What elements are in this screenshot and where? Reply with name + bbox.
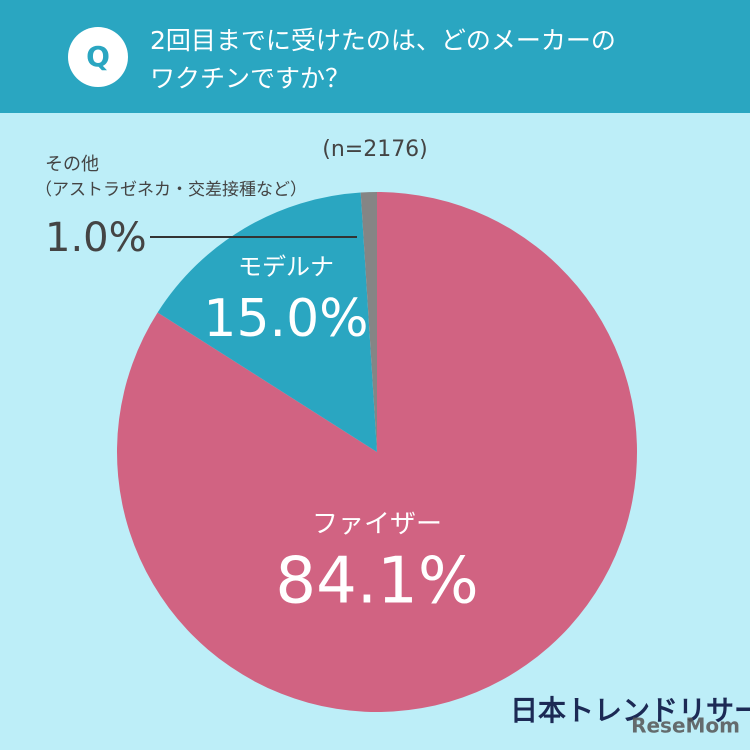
watermark: ReseMom [631, 714, 740, 738]
pie-slice [157, 192, 377, 452]
value-label: 15.0% [203, 289, 368, 349]
labels: ファイザー 84.1% モデルナ 15.0% その他 （アストラゼネカ・交差接種など） 1.… [35, 154, 479, 619]
category-label: モデルナ [238, 253, 334, 281]
source: 日本トレンドリサーチ [510, 694, 750, 727]
value-label: 1.0% [45, 215, 147, 261]
pie-slice [360, 192, 377, 452]
category-note: （アストラゼネカ・交差接種など） [35, 180, 307, 200]
sample-size: (n=2176) [322, 137, 428, 162]
question-mark: Q [86, 40, 110, 73]
title-line: ワクチンですか？ [150, 64, 350, 93]
category-label: ファイザー [312, 510, 442, 540]
question-badge [68, 27, 128, 87]
title-line: 2回目までに受けたのは、どのメーカーの [150, 26, 616, 55]
pie [117, 192, 637, 712]
value-label: 84.1% [275, 545, 478, 619]
category-label: その他 [45, 154, 99, 175]
